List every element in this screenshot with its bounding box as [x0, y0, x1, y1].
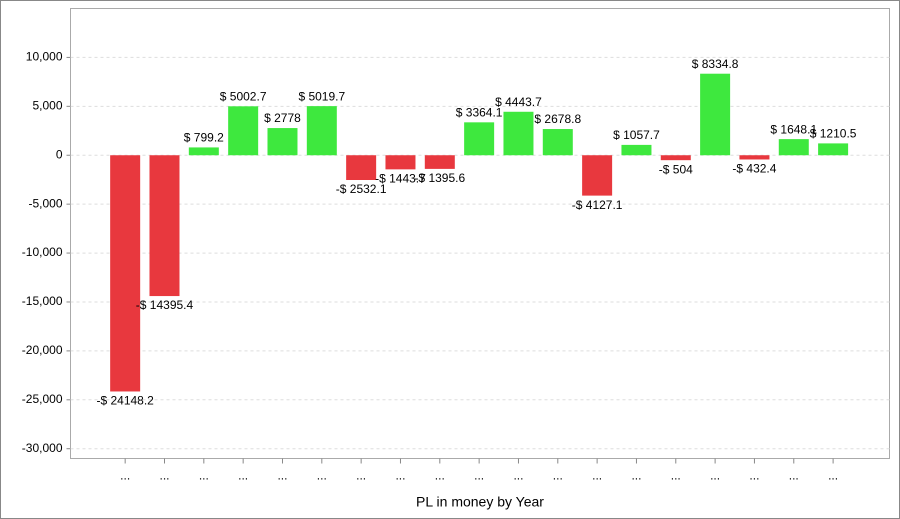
- bar: [346, 155, 377, 181]
- x-tick-label: ...: [199, 469, 209, 483]
- x-tick-label: ...: [631, 469, 641, 483]
- bar: [464, 122, 495, 156]
- y-tick-label: 5,000: [32, 98, 62, 112]
- x-tick-label: ...: [238, 469, 248, 483]
- bar: [188, 147, 219, 156]
- y-tick-label: -15,000: [22, 294, 63, 308]
- x-tick-label: ...: [317, 469, 327, 483]
- x-tick-label: ...: [671, 469, 681, 483]
- x-tick-label: ...: [789, 469, 799, 483]
- value-label: $ 1648.1: [770, 122, 817, 136]
- value-label: $ 1057.7: [613, 128, 660, 142]
- bar: [110, 155, 141, 392]
- value-label: $ 1210.5: [810, 127, 857, 141]
- x-tick-label: ...: [710, 469, 720, 483]
- y-tick-label: -30,000: [22, 441, 63, 455]
- value-label: -$ 432.4: [732, 162, 776, 176]
- x-tick-label: ...: [749, 469, 759, 483]
- bar: [503, 111, 534, 156]
- y-tick-label: -10,000: [22, 245, 63, 259]
- bar: [306, 106, 337, 156]
- value-label: -$ 1395.6: [414, 171, 465, 185]
- value-label: $ 2778: [264, 111, 301, 125]
- value-label: $ 5002.7: [220, 89, 267, 103]
- x-tick-label: ...: [553, 469, 563, 483]
- value-label: -$ 14395.4: [136, 298, 194, 312]
- bar: [700, 73, 731, 156]
- x-tick-label: ...: [356, 469, 366, 483]
- x-tick-label: ...: [513, 469, 523, 483]
- x-tick-label: ...: [828, 469, 838, 483]
- value-label: -$ 4127.1: [572, 198, 623, 212]
- y-tick-label: -20,000: [22, 343, 63, 357]
- value-label: -$ 1443.7: [375, 172, 426, 186]
- x-tick-label: ...: [395, 469, 405, 483]
- value-label: -$ 504: [659, 162, 693, 176]
- bar: [818, 143, 849, 156]
- x-axis-label: PL in money by Year: [416, 494, 544, 510]
- bar: [660, 155, 691, 161]
- plot-area: [70, 8, 890, 459]
- value-label: $ 8334.8: [692, 57, 739, 71]
- value-label: $ 2678.8: [534, 112, 581, 126]
- value-label: $ 4443.7: [495, 95, 542, 109]
- x-tick-label: ...: [159, 469, 169, 483]
- bar: [267, 128, 298, 156]
- bar: [228, 106, 259, 156]
- y-tick-label: -25,000: [22, 392, 63, 406]
- x-tick-label: ...: [474, 469, 484, 483]
- value-label: $ 5019.7: [298, 89, 345, 103]
- bar: [424, 155, 455, 169]
- bar: [778, 139, 809, 156]
- value-label: -$ 2532.1: [336, 182, 387, 196]
- bar: [582, 155, 613, 196]
- x-tick-label: ...: [592, 469, 602, 483]
- value-label: $ 799.2: [184, 131, 224, 145]
- x-tick-label: ...: [120, 469, 130, 483]
- y-tick-label: 0: [56, 147, 63, 161]
- bar: [739, 155, 770, 160]
- y-tick-label: -5,000: [28, 196, 62, 210]
- x-tick-label: ...: [277, 469, 287, 483]
- bar: [621, 144, 652, 156]
- value-label: -$ 24148.2: [96, 394, 154, 408]
- bar: [385, 155, 416, 170]
- y-tick-label: 10,000: [26, 50, 63, 64]
- x-tick-label: ...: [435, 469, 445, 483]
- value-label: $ 3364.1: [456, 106, 503, 120]
- bar: [149, 155, 180, 297]
- bar: [542, 129, 573, 156]
